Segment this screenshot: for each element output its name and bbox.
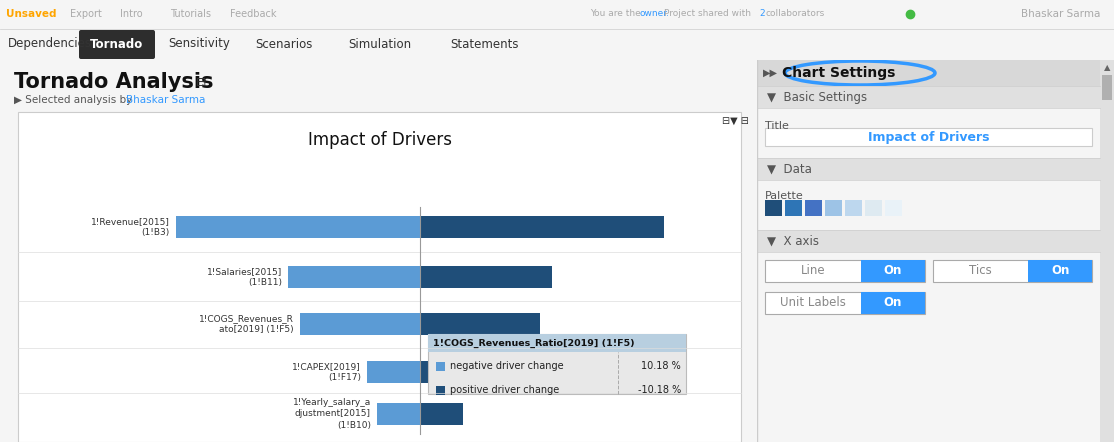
Text: ▼  Data: ▼ Data bbox=[768, 163, 812, 175]
FancyBboxPatch shape bbox=[18, 112, 741, 442]
Bar bbox=[420, 361, 472, 383]
Text: 1!CAPEX[2019]
(1!F17): 1!CAPEX[2019] (1!F17) bbox=[293, 362, 361, 382]
Text: Impact of Drivers: Impact of Drivers bbox=[868, 130, 989, 144]
FancyBboxPatch shape bbox=[861, 292, 925, 314]
Text: Tutorials: Tutorials bbox=[170, 9, 211, 19]
Text: Tornado Analysis: Tornado Analysis bbox=[14, 72, 214, 92]
Bar bbox=[758, 230, 1100, 252]
Bar bbox=[420, 313, 540, 335]
Text: Tics: Tics bbox=[969, 264, 991, 278]
FancyBboxPatch shape bbox=[861, 260, 925, 282]
Bar bbox=[758, 86, 1100, 108]
FancyBboxPatch shape bbox=[765, 292, 925, 314]
FancyBboxPatch shape bbox=[428, 334, 686, 394]
Text: Statements: Statements bbox=[450, 38, 518, 50]
Text: On: On bbox=[883, 264, 902, 278]
Text: 1!COGS_Revenues_Ratio[2019] (1!F5): 1!COGS_Revenues_Ratio[2019] (1!F5) bbox=[433, 339, 635, 347]
Bar bbox=[1100, 60, 1114, 442]
Bar bbox=[436, 362, 444, 370]
Text: On: On bbox=[883, 297, 902, 309]
Text: -10.18 %: -10.18 % bbox=[637, 385, 681, 395]
Text: ▲: ▲ bbox=[1104, 64, 1111, 72]
Text: ▼  X axis: ▼ X axis bbox=[768, 235, 819, 248]
Text: 10.18 %: 10.18 % bbox=[642, 361, 681, 371]
Bar bbox=[785, 200, 802, 216]
Text: collaborators: collaborators bbox=[766, 9, 825, 19]
Bar bbox=[420, 266, 553, 288]
Bar bbox=[300, 313, 420, 335]
Text: Unit Labels: Unit Labels bbox=[780, 297, 846, 309]
Bar bbox=[420, 216, 664, 238]
Text: ▶▶: ▶▶ bbox=[763, 68, 778, 78]
Text: ▼  Basic Settings: ▼ Basic Settings bbox=[768, 91, 867, 103]
FancyBboxPatch shape bbox=[932, 260, 1092, 282]
Bar bbox=[765, 200, 782, 216]
Text: Title: Title bbox=[765, 121, 789, 131]
Text: Export: Export bbox=[70, 9, 101, 19]
Text: Simulation: Simulation bbox=[348, 38, 411, 50]
Text: Unsaved: Unsaved bbox=[6, 9, 57, 19]
Text: 1!Yearly_salary_a
djustment[2015]
(1!B10): 1!Yearly_salary_a djustment[2015] (1!B10… bbox=[293, 398, 371, 430]
Text: negative driver change: negative driver change bbox=[450, 361, 564, 371]
Text: On: On bbox=[1051, 264, 1069, 278]
Text: 1!Salaries[2015]
(1!B11): 1!Salaries[2015] (1!B11) bbox=[207, 267, 282, 287]
Bar bbox=[864, 200, 882, 216]
Text: Dependencies: Dependencies bbox=[8, 38, 92, 50]
Bar bbox=[825, 200, 842, 216]
Text: Intro: Intro bbox=[120, 9, 143, 19]
Text: Impact of Drivers: Impact of Drivers bbox=[307, 131, 451, 149]
Text: Bhaskar Sarma: Bhaskar Sarma bbox=[126, 95, 205, 105]
FancyBboxPatch shape bbox=[765, 128, 1092, 146]
Text: Bhaskar Sarma: Bhaskar Sarma bbox=[1020, 9, 1100, 19]
Bar bbox=[1102, 75, 1112, 100]
Text: 2: 2 bbox=[759, 9, 764, 19]
Text: Sensitivity: Sensitivity bbox=[168, 38, 229, 50]
FancyBboxPatch shape bbox=[1028, 260, 1092, 282]
Bar bbox=[289, 266, 420, 288]
Bar bbox=[846, 200, 862, 216]
FancyBboxPatch shape bbox=[765, 260, 925, 282]
FancyBboxPatch shape bbox=[428, 334, 686, 352]
FancyBboxPatch shape bbox=[79, 30, 155, 59]
Text: Tornado: Tornado bbox=[90, 38, 144, 50]
Bar bbox=[176, 216, 420, 238]
Bar bbox=[436, 385, 444, 395]
Bar bbox=[805, 200, 822, 216]
Text: ⊟▼ ⊟: ⊟▼ ⊟ bbox=[722, 117, 749, 127]
Bar bbox=[377, 403, 420, 425]
Text: Project shared with: Project shared with bbox=[664, 9, 751, 19]
Bar bbox=[758, 158, 1100, 180]
Text: 1!COGS_Revenues_R
ato[2019] (1!F5): 1!COGS_Revenues_R ato[2019] (1!F5) bbox=[199, 314, 294, 334]
Text: ▶ Selected analysis by: ▶ Selected analysis by bbox=[14, 95, 136, 105]
Bar bbox=[368, 361, 420, 383]
Text: Feedback: Feedback bbox=[229, 9, 276, 19]
Text: Line: Line bbox=[801, 264, 825, 278]
Text: Scenarios: Scenarios bbox=[255, 38, 312, 50]
Text: Palette: Palette bbox=[765, 191, 803, 201]
Text: Chart Settings: Chart Settings bbox=[782, 66, 896, 80]
Text: You are the: You are the bbox=[590, 9, 644, 19]
Text: owner.: owner. bbox=[639, 9, 670, 19]
Text: 1!Revenue[2015]
(1!B3): 1!Revenue[2015] (1!B3) bbox=[91, 217, 169, 237]
Text: positive driver change: positive driver change bbox=[450, 385, 559, 395]
Bar bbox=[885, 200, 902, 216]
Bar bbox=[758, 60, 1100, 86]
Text: ⊟: ⊟ bbox=[196, 76, 206, 88]
Bar bbox=[420, 403, 463, 425]
